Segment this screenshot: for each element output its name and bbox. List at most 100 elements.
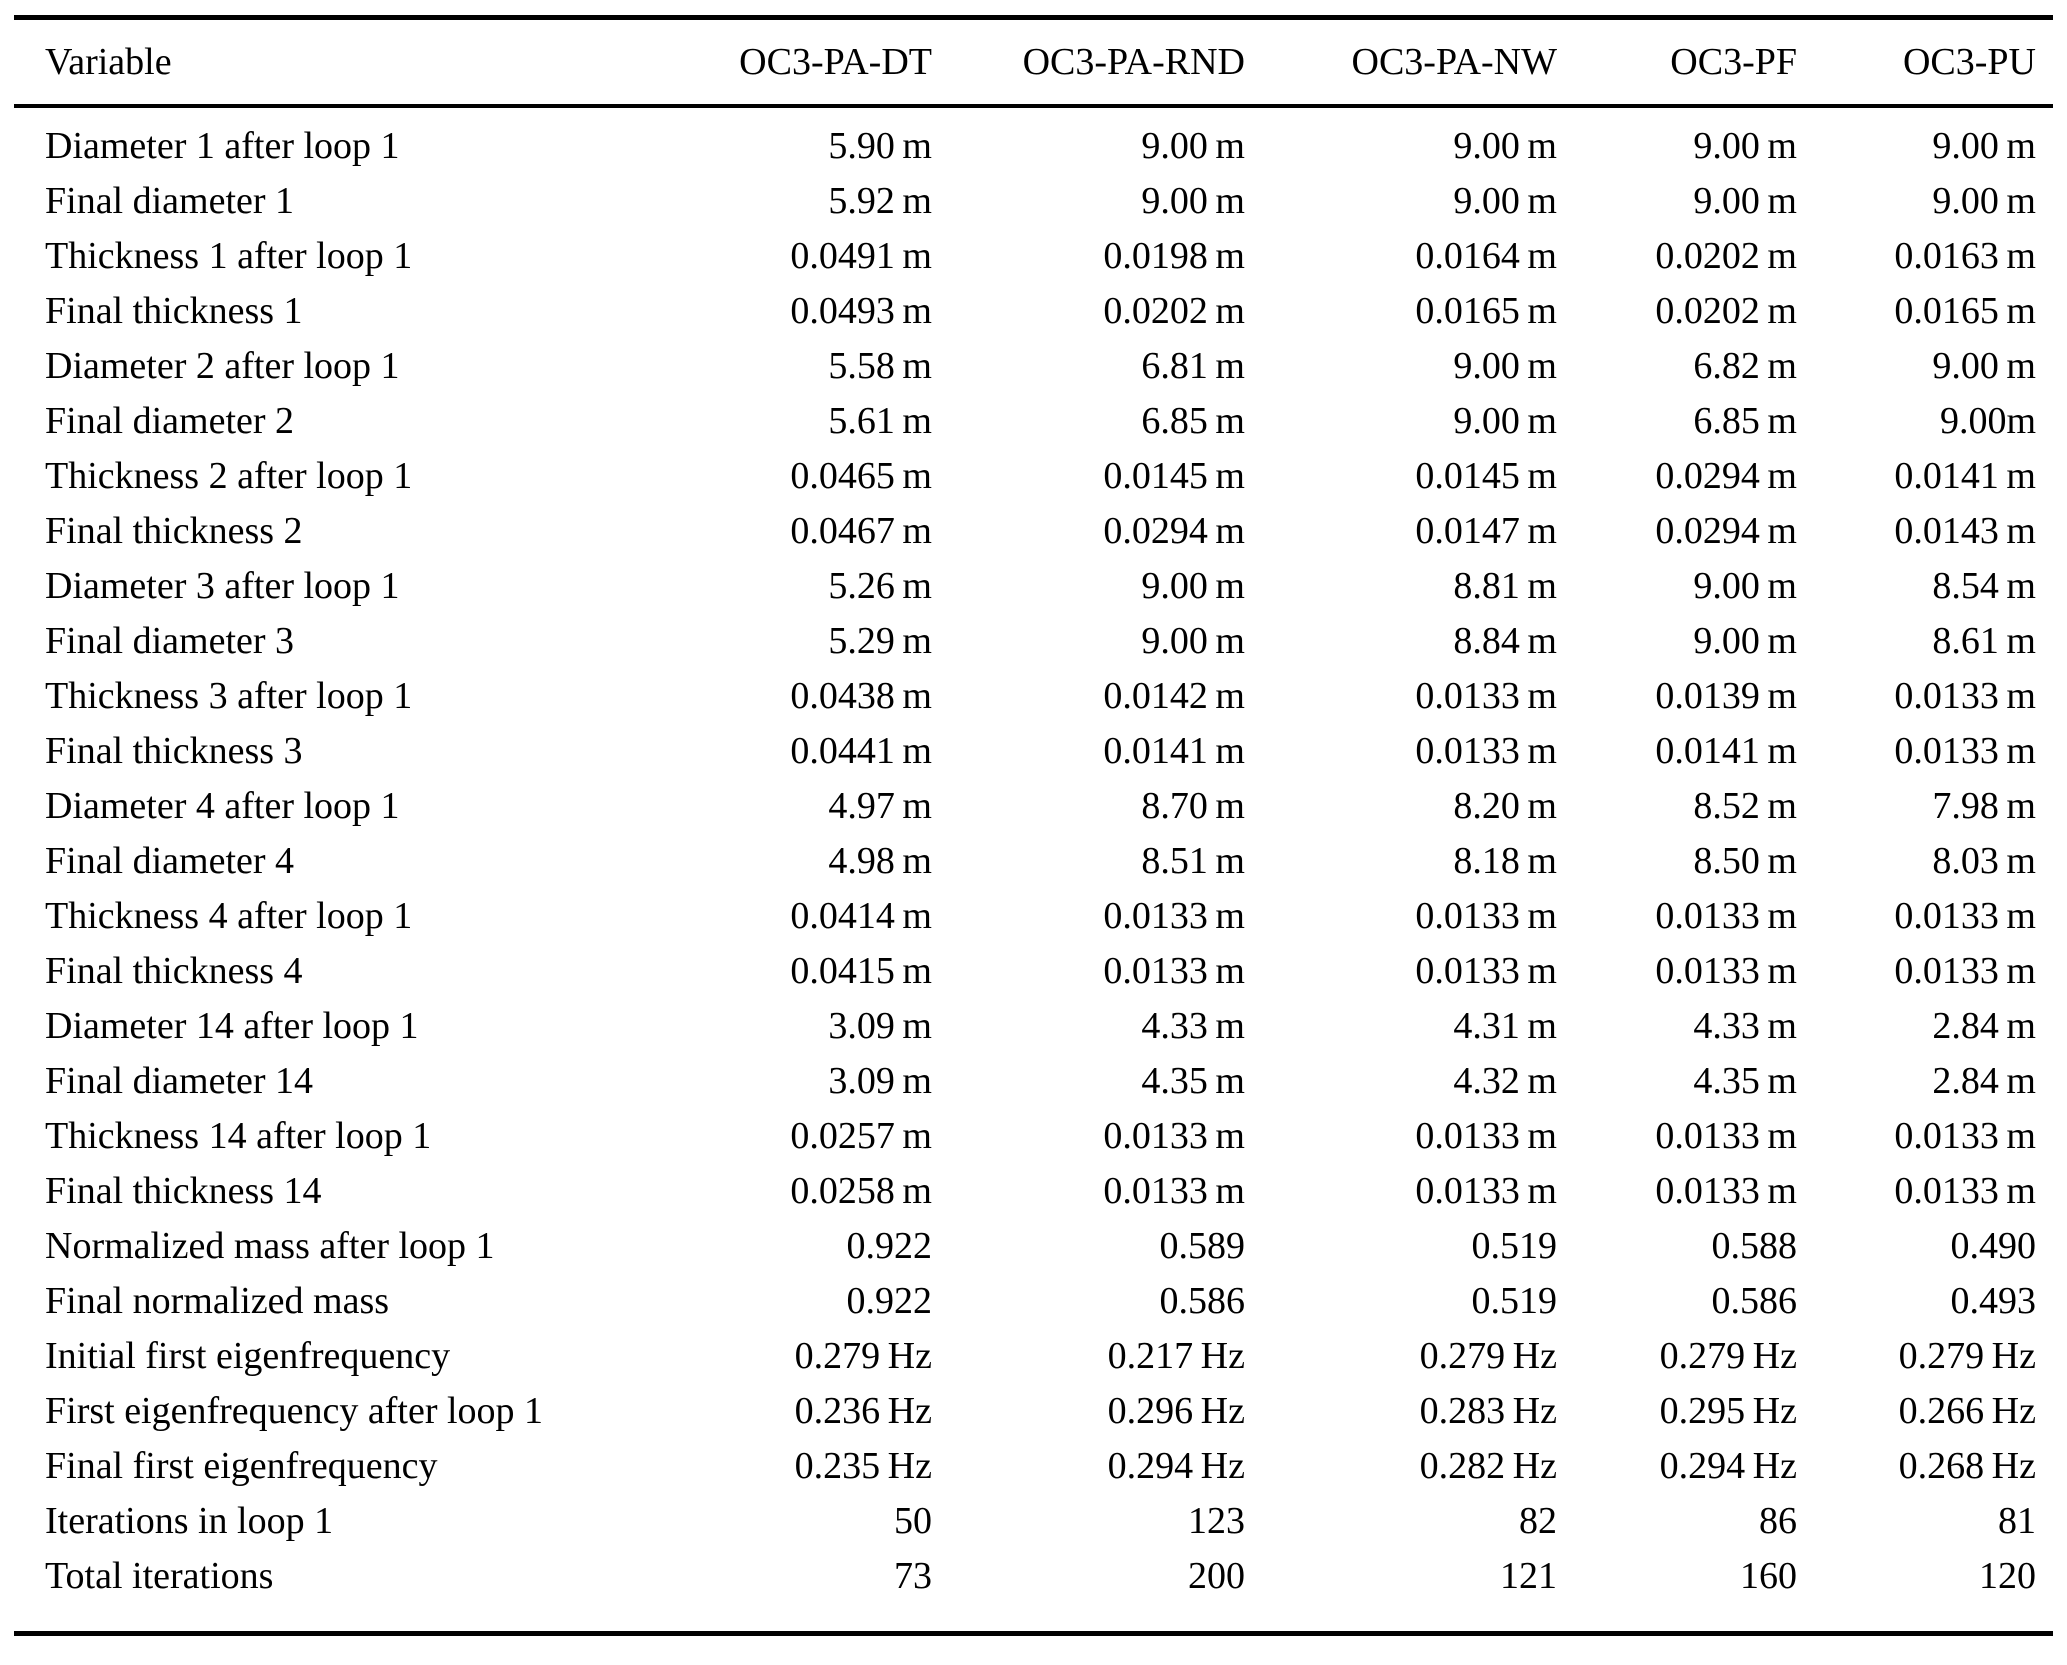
- value-cell: 0.0133 m: [1103, 1114, 1245, 1157]
- value-cell: 0.0414 m: [790, 894, 932, 937]
- value-cell: 0.0133 m: [1894, 1114, 2036, 1157]
- value-cell: 5.26 m: [828, 564, 932, 607]
- row-label: Diameter 2 after loop 1: [45, 344, 400, 387]
- value-cell: 0.0493 m: [790, 289, 932, 332]
- value-cell: 0.0145 m: [1103, 454, 1245, 497]
- row-label: Final diameter 14: [45, 1059, 314, 1102]
- value-cell: 0.519: [1471, 1224, 1558, 1267]
- value-cell: 73: [894, 1554, 932, 1597]
- row-label: Final diameter 1: [45, 179, 295, 222]
- table-row: Iterations in loop 1 50 123 82 86 81: [14, 1493, 2053, 1548]
- value-cell: 0.589: [1159, 1224, 1246, 1267]
- value-cell: 9.00 m: [1693, 619, 1797, 662]
- table-row: Final diameter 14 3.09 m 4.35 m 4.32 m 4.35 …: [14, 1053, 2053, 1108]
- table-row: Final diameter 1 5.92 m 9.00 m 9.00 m 9.00 m…: [14, 173, 2053, 228]
- table-row: Total iterations 73 200 121 160 120: [14, 1548, 2053, 1634]
- value-cell: 0.0294 m: [1655, 509, 1797, 552]
- value-cell: 81: [1998, 1499, 2036, 1542]
- value-cell: 0.0133 m: [1894, 674, 2036, 717]
- value-cell: 0.0133 m: [1415, 949, 1557, 992]
- value-cell: 0.0257 m: [790, 1114, 932, 1157]
- value-cell: 4.33 m: [1693, 1004, 1797, 1047]
- value-cell: 8.61 m: [1932, 619, 2036, 662]
- value-cell: 0.295 Hz: [1659, 1389, 1797, 1432]
- value-cell: 86: [1759, 1499, 1797, 1542]
- row-label: Diameter 14 after loop 1: [45, 1004, 419, 1047]
- value-cell: 8.70 m: [1141, 784, 1245, 827]
- table-row: Final thickness 2 0.0467 m 0.0294 m 0.0147 …: [14, 503, 2053, 558]
- value-cell: 0.0147 m: [1415, 509, 1557, 552]
- value-cell: 0.268 Hz: [1898, 1444, 2036, 1487]
- value-cell: 4.31 m: [1453, 1004, 1557, 1047]
- value-cell: 8.51 m: [1141, 839, 1245, 882]
- value-cell: 0.0133 m: [1655, 949, 1797, 992]
- value-cell: 0.0258 m: [790, 1169, 932, 1212]
- value-cell: 0.0202 m: [1103, 289, 1245, 332]
- col-header-oc3-pu: OC3-PU: [1814, 17, 2053, 108]
- value-cell: 2.84 m: [1932, 1004, 2036, 1047]
- value-cell: 50: [894, 1499, 932, 1542]
- value-cell: 5.58 m: [828, 344, 932, 387]
- row-label: Final first eigenfrequency: [45, 1444, 438, 1487]
- value-cell: 0.0441 m: [790, 729, 932, 772]
- value-cell: 0.283 Hz: [1419, 1389, 1557, 1432]
- value-cell: 2.84 m: [1932, 1059, 2036, 1102]
- table-row: Diameter 1 after loop 1 5.90 m 9.00 m 9.00 …: [14, 106, 2053, 173]
- value-cell: 9.00 m: [1693, 564, 1797, 607]
- table-row: Final diameter 3 5.29 m 9.00 m 8.84 m 9.00 m…: [14, 613, 2053, 668]
- value-cell: 0.0294 m: [1655, 454, 1797, 497]
- value-cell: 200: [1188, 1554, 1245, 1597]
- value-cell: 9.00 m: [1453, 124, 1557, 167]
- value-cell: 9.00 m: [1932, 179, 2036, 222]
- value-cell: 0.0133 m: [1894, 729, 2036, 772]
- header-row: Variable OC3-PA-DT OC3-PA-RND OC3-PA-NW …: [14, 17, 2053, 108]
- value-cell: 8.84 m: [1453, 619, 1557, 662]
- value-cell: 0.0415 m: [790, 949, 932, 992]
- value-cell: 0.0133 m: [1655, 1114, 1797, 1157]
- value-cell: 0.922: [846, 1224, 933, 1267]
- table-row: Normalized mass after loop 1 0.922 0.589 0.…: [14, 1218, 2053, 1273]
- row-label: Final diameter 4: [45, 839, 295, 882]
- value-cell: 4.33 m: [1141, 1004, 1245, 1047]
- value-cell: 0.0133 m: [1655, 1169, 1797, 1212]
- col-header-oc3-pf: OC3-PF: [1574, 17, 1814, 108]
- table-row: Diameter 4 after loop 1 4.97 m 8.70 m 8.20 …: [14, 778, 2053, 833]
- value-cell: 0.0133 m: [1103, 1169, 1245, 1212]
- value-cell: 82: [1519, 1499, 1557, 1542]
- table-row: Final thickness 4 0.0415 m 0.0133 m 0.0133 …: [14, 943, 2053, 998]
- value-cell: 0.266 Hz: [1898, 1389, 2036, 1432]
- value-cell: 5.29 m: [828, 619, 932, 662]
- table-row: Thickness 14 after loop 1 0.0257 m 0.0133 …: [14, 1108, 2053, 1163]
- value-cell: 9.00 m: [1932, 124, 2036, 167]
- table-row: First eigenfrequency after loop 1 0.236 H…: [14, 1383, 2053, 1438]
- value-cell: 8.03 m: [1932, 839, 2036, 882]
- results-table-body: Diameter 1 after loop 1 5.90 m 9.00 m 9.00 …: [14, 106, 2053, 1634]
- table-row: Diameter 2 after loop 1 5.58 m 6.81 m 9.00 …: [14, 338, 2053, 393]
- table-row: Diameter 3 after loop 1 5.26 m 9.00 m 8.81 …: [14, 558, 2053, 613]
- value-cell: 0.0202 m: [1655, 289, 1797, 332]
- value-cell: 0.0145 m: [1415, 454, 1557, 497]
- value-cell: 0.586: [1711, 1279, 1798, 1322]
- value-cell: 0.0133 m: [1415, 674, 1557, 717]
- row-label: Final thickness 4: [45, 949, 303, 992]
- value-cell: 9.00 m: [1141, 619, 1245, 662]
- value-cell: 9.00 m: [1141, 124, 1245, 167]
- value-cell: 4.35 m: [1141, 1059, 1245, 1102]
- value-cell: 120: [1979, 1554, 2036, 1597]
- value-cell: 9.00 m: [1141, 179, 1245, 222]
- value-cell: 9.00 m: [1453, 179, 1557, 222]
- value-cell: 9.00 m: [1453, 344, 1557, 387]
- value-cell: 0.0142 m: [1103, 674, 1245, 717]
- row-label: First eigenfrequency after loop 1: [45, 1389, 544, 1432]
- value-cell: 0.0133 m: [1103, 949, 1245, 992]
- results-table: Variable OC3-PA-DT OC3-PA-RND OC3-PA-NW …: [14, 15, 2053, 1636]
- value-cell: 0.0465 m: [790, 454, 932, 497]
- value-cell: 0.0133 m: [1415, 1114, 1557, 1157]
- value-cell: 0.0294 m: [1103, 509, 1245, 552]
- value-cell: 123: [1188, 1499, 1245, 1542]
- value-cell: 0.0141 m: [1894, 454, 2036, 497]
- table-row: Thickness 1 after loop 1 0.0491 m 0.0198 m…: [14, 228, 2053, 283]
- value-cell: 4.35 m: [1693, 1059, 1797, 1102]
- value-cell: 0.294 Hz: [1107, 1444, 1245, 1487]
- value-cell: 0.282 Hz: [1419, 1444, 1557, 1487]
